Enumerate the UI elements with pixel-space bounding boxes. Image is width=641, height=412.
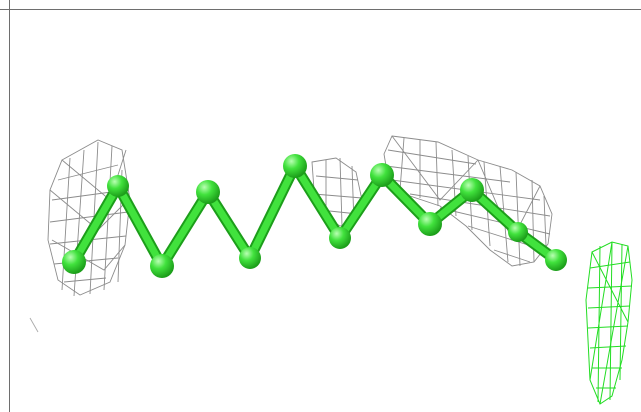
atom-11[interactable] — [508, 222, 528, 242]
bond — [114, 182, 166, 270]
atom-5[interactable] — [239, 247, 261, 269]
bond — [291, 162, 344, 242]
bond — [336, 171, 386, 242]
green-density-mesh — [585, 241, 633, 405]
atom-2[interactable] — [107, 175, 129, 197]
ligand-bonds — [68, 160, 562, 272]
atom-4[interactable] — [196, 180, 220, 204]
grey-mesh-left-blob — [29, 139, 131, 333]
atom-12[interactable] — [545, 249, 567, 271]
frame-left-border — [9, 0, 10, 412]
frame-top-border — [0, 9, 641, 10]
atom-9[interactable] — [418, 212, 442, 236]
bond — [204, 188, 254, 262]
bond — [158, 188, 212, 270]
atom-7[interactable] — [329, 227, 351, 249]
atom-8[interactable] — [370, 163, 394, 187]
bond — [246, 162, 299, 262]
atom-10[interactable] — [460, 178, 484, 202]
bond — [70, 182, 122, 266]
atom-6[interactable] — [283, 154, 307, 178]
ligand-ball-and-stick — [62, 154, 567, 278]
atom-1[interactable] — [62, 250, 86, 274]
atom-3[interactable] — [150, 254, 174, 278]
ligand-atoms — [62, 154, 567, 278]
